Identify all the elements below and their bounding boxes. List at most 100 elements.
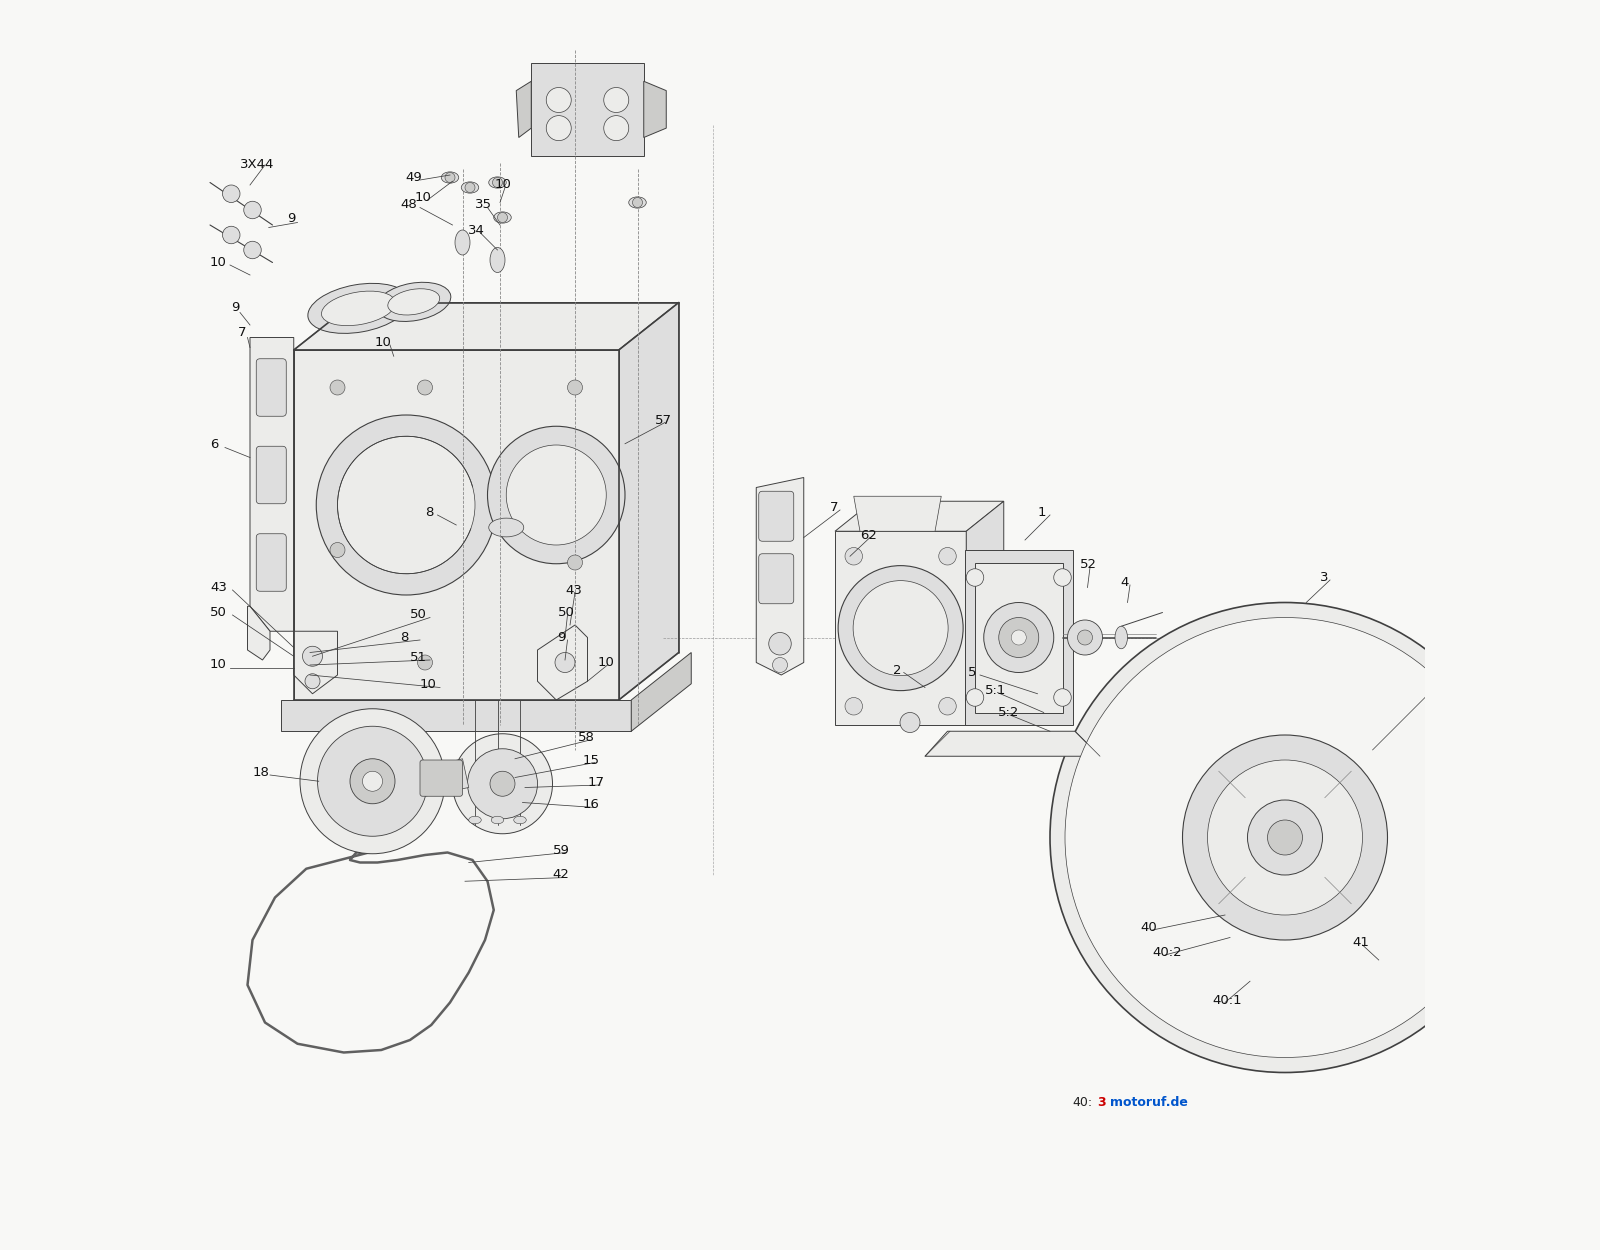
- Text: 9: 9: [232, 301, 240, 314]
- Text: 5:2: 5:2: [997, 706, 1019, 719]
- Text: 17: 17: [587, 776, 605, 789]
- Ellipse shape: [307, 284, 410, 334]
- Text: 10: 10: [414, 191, 432, 204]
- Circle shape: [498, 213, 507, 222]
- Circle shape: [1491, 1044, 1512, 1064]
- Polygon shape: [835, 501, 1003, 531]
- Polygon shape: [757, 478, 803, 675]
- Text: 40:2: 40:2: [1152, 946, 1182, 959]
- Circle shape: [853, 580, 949, 675]
- Ellipse shape: [442, 171, 459, 182]
- Polygon shape: [966, 501, 1003, 725]
- Circle shape: [773, 658, 787, 672]
- Circle shape: [845, 548, 862, 565]
- FancyBboxPatch shape: [256, 534, 286, 591]
- Text: 18: 18: [253, 766, 269, 779]
- Polygon shape: [250, 338, 294, 631]
- Text: 40:1: 40:1: [1213, 994, 1242, 1006]
- Polygon shape: [517, 81, 531, 138]
- Ellipse shape: [494, 211, 512, 222]
- Polygon shape: [282, 700, 632, 731]
- Ellipse shape: [1115, 626, 1128, 649]
- Circle shape: [603, 115, 629, 140]
- Text: 62: 62: [861, 529, 877, 541]
- Circle shape: [1054, 689, 1072, 706]
- Circle shape: [546, 115, 571, 140]
- Circle shape: [984, 602, 1054, 672]
- Circle shape: [306, 674, 320, 689]
- Text: 16: 16: [582, 799, 600, 811]
- Circle shape: [1182, 735, 1387, 940]
- Circle shape: [350, 759, 395, 804]
- Circle shape: [966, 689, 984, 706]
- Ellipse shape: [629, 196, 646, 208]
- Text: 40:: 40:: [1072, 1096, 1093, 1109]
- Ellipse shape: [322, 291, 395, 326]
- Circle shape: [1050, 602, 1520, 1072]
- Text: 50: 50: [210, 606, 227, 619]
- Polygon shape: [294, 302, 678, 350]
- Polygon shape: [294, 350, 619, 700]
- Text: 51: 51: [410, 651, 427, 664]
- Text: 10: 10: [494, 179, 512, 191]
- Circle shape: [243, 241, 261, 259]
- Polygon shape: [531, 62, 643, 156]
- Text: 41: 41: [1352, 936, 1370, 949]
- Circle shape: [1066, 618, 1506, 1058]
- Text: 10: 10: [597, 656, 614, 669]
- Circle shape: [302, 646, 323, 666]
- Polygon shape: [248, 606, 270, 660]
- Text: motoruf.de: motoruf.de: [1110, 1096, 1187, 1109]
- Circle shape: [418, 655, 432, 670]
- Circle shape: [1054, 569, 1072, 586]
- Polygon shape: [632, 652, 691, 731]
- Circle shape: [453, 734, 552, 834]
- Text: 43: 43: [565, 584, 582, 596]
- Circle shape: [330, 380, 346, 395]
- Circle shape: [506, 445, 606, 545]
- Circle shape: [493, 177, 502, 187]
- Polygon shape: [974, 562, 1062, 712]
- Circle shape: [363, 771, 382, 791]
- Text: 48: 48: [400, 199, 416, 211]
- Text: 7: 7: [830, 501, 838, 514]
- Text: 10: 10: [210, 659, 227, 671]
- Ellipse shape: [469, 816, 482, 824]
- Circle shape: [222, 226, 240, 244]
- Text: 4: 4: [1120, 576, 1128, 589]
- Text: 35: 35: [475, 199, 493, 211]
- Text: 42: 42: [552, 869, 570, 881]
- Circle shape: [939, 548, 957, 565]
- Text: 5: 5: [968, 666, 976, 679]
- Polygon shape: [422, 759, 469, 796]
- Circle shape: [418, 380, 432, 395]
- Circle shape: [490, 771, 515, 796]
- Text: 10: 10: [374, 336, 392, 349]
- Text: 5:1: 5:1: [986, 684, 1006, 696]
- Text: 50: 50: [410, 609, 427, 621]
- Circle shape: [1067, 620, 1102, 655]
- Circle shape: [546, 88, 571, 112]
- Ellipse shape: [454, 230, 470, 255]
- Text: 8: 8: [426, 506, 434, 519]
- Text: 3: 3: [1320, 571, 1328, 584]
- Circle shape: [317, 415, 496, 595]
- Circle shape: [1267, 820, 1302, 855]
- Polygon shape: [538, 625, 587, 700]
- Text: 10: 10: [419, 679, 437, 691]
- Circle shape: [603, 88, 629, 112]
- Text: 40: 40: [1139, 921, 1157, 934]
- Text: 34: 34: [467, 224, 485, 236]
- Text: 49: 49: [405, 171, 422, 184]
- FancyBboxPatch shape: [758, 554, 794, 604]
- Text: 8: 8: [400, 631, 408, 644]
- Text: 3: 3: [1098, 1096, 1106, 1109]
- Text: 7: 7: [237, 326, 246, 339]
- Circle shape: [445, 173, 454, 182]
- Circle shape: [998, 618, 1038, 658]
- Ellipse shape: [376, 282, 451, 321]
- Circle shape: [568, 555, 582, 570]
- Circle shape: [338, 436, 475, 574]
- Circle shape: [467, 749, 538, 819]
- Text: 43: 43: [210, 581, 227, 594]
